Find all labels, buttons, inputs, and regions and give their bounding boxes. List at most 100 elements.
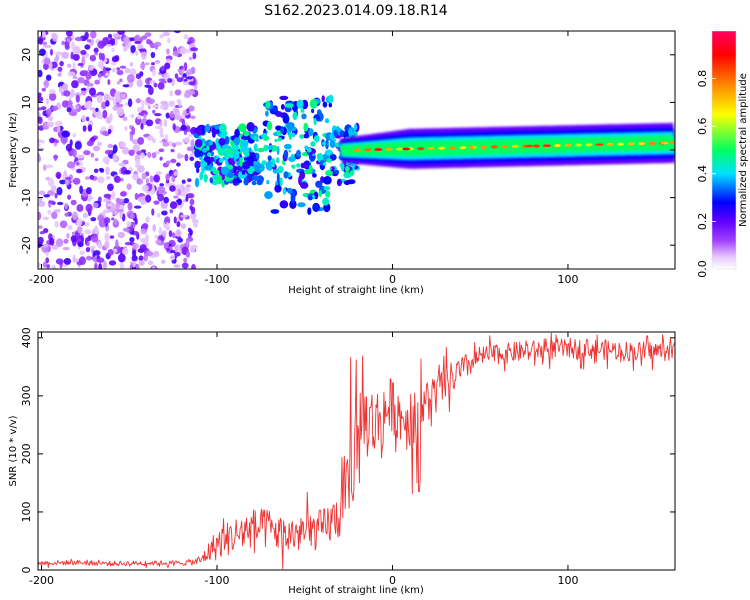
heatmap-cell (78, 232, 85, 237)
heatmap-cell (345, 165, 350, 173)
heatmap-cell (184, 136, 190, 143)
heatmap-cell (244, 149, 250, 159)
heatmap-cell (54, 139, 60, 144)
heatmap-cell (253, 143, 258, 152)
heatmap-cell (107, 143, 114, 149)
heatmap-cell (160, 100, 168, 105)
heatmap-cell (222, 130, 228, 136)
heatmap-cell (109, 235, 115, 239)
colorbar-tick-label: 0.2 (696, 213, 709, 231)
heatmap-cell (277, 165, 284, 174)
heatmap-cell (264, 191, 273, 200)
heatmap-cell (147, 260, 154, 266)
heatmap-cell (86, 140, 94, 147)
heatmap-cell (46, 264, 50, 269)
heatmap-cell (288, 149, 292, 153)
heatmap-cell (67, 99, 72, 108)
heatmap-cell (119, 262, 125, 269)
heatmap-cell (169, 255, 176, 261)
heatmap-cell (96, 257, 105, 264)
heatmap-cell (129, 82, 134, 87)
heatmap-cell (90, 31, 97, 39)
heatmap-cell (137, 137, 145, 145)
heatmap-cell (123, 36, 130, 45)
heatmap-cell (202, 147, 208, 153)
heatmap-cell (159, 120, 163, 127)
heatmap-cell (190, 115, 196, 120)
heatmap-cell (173, 195, 179, 199)
heatmap-cell (86, 187, 92, 195)
heatmap-cell (277, 137, 282, 142)
heatmap-cell (56, 187, 63, 196)
snr-x-tick-label: 100 (557, 574, 578, 587)
heatmap-y-tick-label: 0 (20, 147, 33, 154)
heatmap-cell (102, 198, 111, 203)
heatmap-cell (304, 169, 311, 175)
heatmap-cell (180, 223, 187, 230)
heatmap-cell (164, 134, 169, 141)
heatmap-cell (296, 149, 301, 158)
heatmap-cell (67, 194, 72, 200)
snr-panel: -200 -100 0 100 0 100 200 300 400 Height of str… (8, 327, 676, 596)
heatmap-cell (160, 80, 167, 84)
heatmap-cell (127, 202, 133, 211)
heatmap-cell (116, 80, 121, 85)
heatmap-cell (194, 177, 200, 188)
heatmap-cell (147, 151, 152, 159)
heatmap-cell (116, 67, 120, 71)
heatmap-cell (42, 216, 50, 221)
heatmap-cell (133, 205, 142, 209)
heatmap-cell (57, 201, 64, 206)
heatmap-cell (132, 249, 137, 257)
heatmap-band-cell (385, 147, 393, 151)
heatmap-cell (308, 128, 314, 137)
heatmap-band-cell (448, 146, 456, 150)
heatmap-cell (243, 131, 249, 137)
heatmap-cell (87, 235, 92, 242)
snr-series-line (38, 332, 675, 570)
heatmap-cell (63, 169, 67, 177)
snr-frame (37, 331, 676, 571)
heatmap-cell (240, 139, 249, 148)
heatmap-cell (63, 90, 71, 97)
heatmap-cell (49, 48, 54, 56)
heatmap-cell (86, 82, 94, 87)
heatmap-cell (114, 175, 121, 183)
heatmap-cell (135, 264, 140, 269)
heatmap-cell (87, 197, 92, 202)
heatmap-cell (51, 105, 58, 112)
heatmap-cell (152, 138, 156, 144)
heatmap-band-cell (511, 144, 519, 148)
heatmap-cell (185, 196, 189, 202)
heatmap-cell (122, 146, 130, 155)
heatmap-cell (335, 142, 341, 148)
heatmap-cell (171, 77, 175, 87)
heatmap-cell (143, 254, 148, 262)
heatmap-cell (279, 177, 283, 187)
snr-y-axis: 0 100 200 300 400 (20, 327, 675, 574)
heatmap-cell (136, 79, 143, 88)
heatmap-cell (66, 233, 70, 239)
heatmap-cell (55, 171, 62, 179)
heatmap-x-tick-label: 0 (389, 273, 396, 286)
heatmap-cell (280, 104, 285, 110)
heatmap-cell (250, 150, 254, 153)
heatmap-cell (80, 50, 87, 55)
heatmap-cell (271, 146, 278, 151)
heatmap-cell (89, 174, 95, 180)
heatmap-cell (322, 162, 327, 166)
heatmap-cell (82, 212, 88, 219)
heatmap-cell (66, 161, 75, 169)
heatmap-cell (182, 81, 190, 86)
heatmap-cell (189, 205, 193, 211)
heatmap-cell (348, 129, 353, 135)
heatmap-band-cell (617, 142, 625, 146)
snr-x-tick-label: -200 (29, 574, 54, 587)
snr-x-tick-label: 0 (389, 574, 396, 587)
heatmap-cell (126, 221, 132, 228)
heatmap-cell (113, 218, 118, 225)
heatmap-cell (149, 175, 154, 183)
heatmap-cell (84, 176, 90, 180)
heatmap-cell (188, 56, 193, 61)
heatmap-cell (130, 45, 136, 54)
